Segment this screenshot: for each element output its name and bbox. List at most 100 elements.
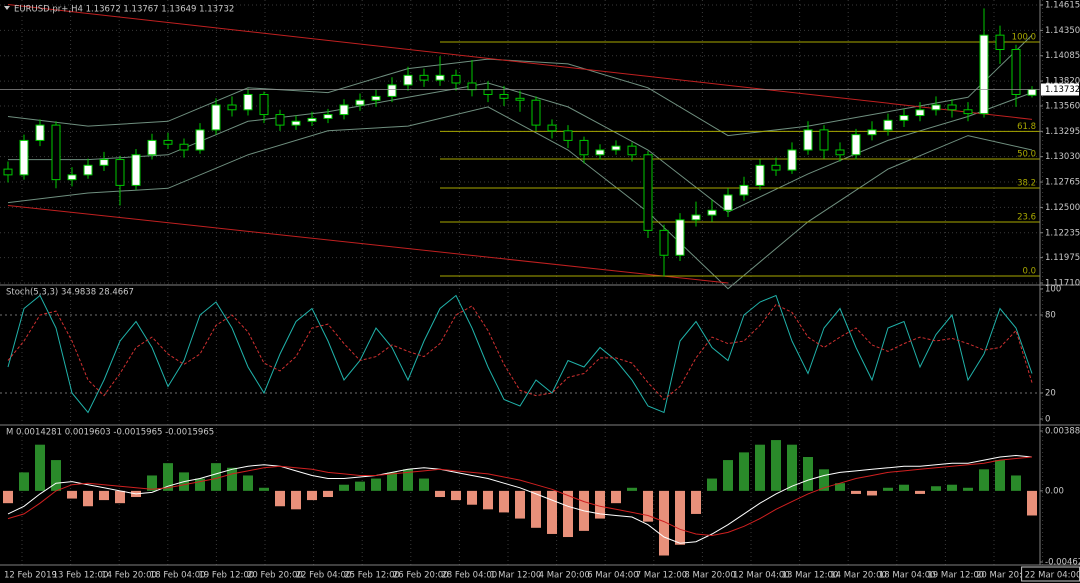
candle-body bbox=[451, 74, 461, 84]
candle-body bbox=[819, 129, 829, 151]
histogram-bar bbox=[1027, 490, 1037, 516]
candle-body bbox=[291, 120, 301, 126]
candle-body bbox=[659, 229, 669, 256]
histogram-bar bbox=[899, 484, 909, 491]
fib-label: 100.0 bbox=[1012, 33, 1036, 43]
histogram-bar bbox=[643, 490, 653, 522]
candle-body bbox=[51, 124, 61, 181]
candle-body bbox=[627, 145, 637, 156]
y-tick-label: 1.14085 bbox=[1045, 51, 1080, 61]
candle-body bbox=[147, 139, 157, 156]
histogram-bar bbox=[963, 487, 973, 491]
fib-label: 38.2 bbox=[1017, 178, 1036, 188]
y-tick-label: -0.004622 bbox=[1045, 558, 1080, 568]
histogram-bar bbox=[323, 490, 333, 498]
histogram-bar bbox=[227, 467, 237, 491]
stoch-line bbox=[7, 294, 1033, 414]
y-tick-label: 80 bbox=[1045, 311, 1056, 321]
current-price-box bbox=[1041, 83, 1079, 96]
time-label: 20 Feb 20:00 bbox=[247, 571, 303, 581]
histogram-bar bbox=[803, 457, 813, 491]
y-tick-label: 1.14350 bbox=[1045, 26, 1080, 36]
time-label: 4 Mar 20:00 bbox=[539, 571, 590, 581]
histogram-bar bbox=[1011, 475, 1021, 491]
y-tick-label: 20 bbox=[1045, 389, 1056, 399]
y-tick-label: 0.00 bbox=[1045, 486, 1064, 496]
histogram-bar bbox=[451, 490, 461, 501]
stoch-line bbox=[7, 303, 1033, 401]
histogram-bar bbox=[35, 444, 45, 491]
candle-body bbox=[787, 149, 797, 171]
time-label: 13 Mar 12:00 bbox=[782, 571, 839, 581]
candle-body bbox=[99, 159, 109, 166]
candle-body bbox=[355, 99, 365, 106]
candle-body bbox=[803, 129, 813, 151]
candle-body bbox=[67, 174, 77, 181]
candle-body bbox=[387, 84, 397, 97]
histogram-bar bbox=[931, 486, 941, 491]
band-upper bbox=[7, 34, 1033, 137]
candle-body bbox=[403, 74, 413, 86]
candle-body bbox=[243, 93, 253, 111]
histogram-bar bbox=[259, 487, 269, 491]
y-tick-label: 100 bbox=[1045, 285, 1061, 295]
time-label: 18 Feb 04:00 bbox=[150, 571, 206, 581]
histogram-bar bbox=[851, 490, 861, 494]
y-tick-label: 1.13030 bbox=[1045, 152, 1080, 162]
candle-body bbox=[675, 219, 685, 256]
histogram-bar bbox=[995, 460, 1005, 491]
histogram-bar bbox=[467, 490, 477, 505]
fib-label: 23.6 bbox=[1017, 213, 1036, 223]
histogram-bar bbox=[163, 463, 173, 491]
histogram-bar bbox=[211, 463, 221, 491]
fib-label: 0.0 bbox=[1022, 267, 1036, 277]
histogram-bar bbox=[915, 490, 925, 494]
candle-body bbox=[179, 143, 189, 151]
histogram-bar bbox=[499, 490, 509, 513]
y-tick-label: 1.14615 bbox=[1045, 1, 1080, 11]
histogram-bar bbox=[515, 490, 525, 519]
trendline bbox=[7, 204, 729, 284]
candle-body bbox=[435, 74, 445, 81]
candle-body bbox=[691, 214, 701, 221]
histogram-bar bbox=[99, 490, 109, 501]
time-label: 19 Mar 12:00 bbox=[927, 571, 984, 581]
histogram-bar bbox=[3, 490, 13, 504]
y-tick-label: 1.13295 bbox=[1045, 127, 1080, 137]
candle-body bbox=[83, 164, 93, 176]
candle-body bbox=[723, 194, 733, 211]
candle-body bbox=[1027, 89, 1037, 96]
candle-body bbox=[3, 168, 13, 176]
histogram-bar bbox=[19, 472, 29, 491]
time-label: 12 Mar 04:00 bbox=[733, 571, 790, 581]
y-tick-label: 0 bbox=[1045, 415, 1050, 425]
histogram-bar bbox=[595, 490, 605, 519]
time-label: 20 Mar 20:00 bbox=[976, 571, 1033, 581]
histogram-bar bbox=[755, 444, 765, 491]
candle-body bbox=[867, 129, 877, 136]
histogram-bar bbox=[723, 460, 733, 491]
time-label: 22 Feb 04:00 bbox=[296, 571, 352, 581]
candle-body bbox=[579, 139, 589, 156]
candle-body bbox=[339, 104, 349, 116]
candle-body bbox=[419, 74, 429, 81]
histogram-bar bbox=[739, 452, 749, 491]
histogram-bar bbox=[771, 440, 781, 491]
candle-body bbox=[323, 114, 333, 119]
candle-body bbox=[595, 149, 605, 156]
histogram-bar bbox=[339, 484, 349, 491]
candle-body bbox=[115, 159, 125, 186]
candle-body bbox=[163, 139, 173, 145]
histogram-bar bbox=[291, 490, 301, 510]
histogram-bar bbox=[195, 478, 205, 491]
histogram-bar bbox=[419, 478, 429, 491]
macd-line bbox=[7, 456, 1033, 537]
histogram-bar bbox=[867, 490, 877, 496]
candle-body bbox=[611, 145, 621, 151]
fib-label: 61.8 bbox=[1017, 122, 1036, 132]
macd-line bbox=[7, 454, 1033, 544]
histogram-bar bbox=[659, 490, 669, 556]
